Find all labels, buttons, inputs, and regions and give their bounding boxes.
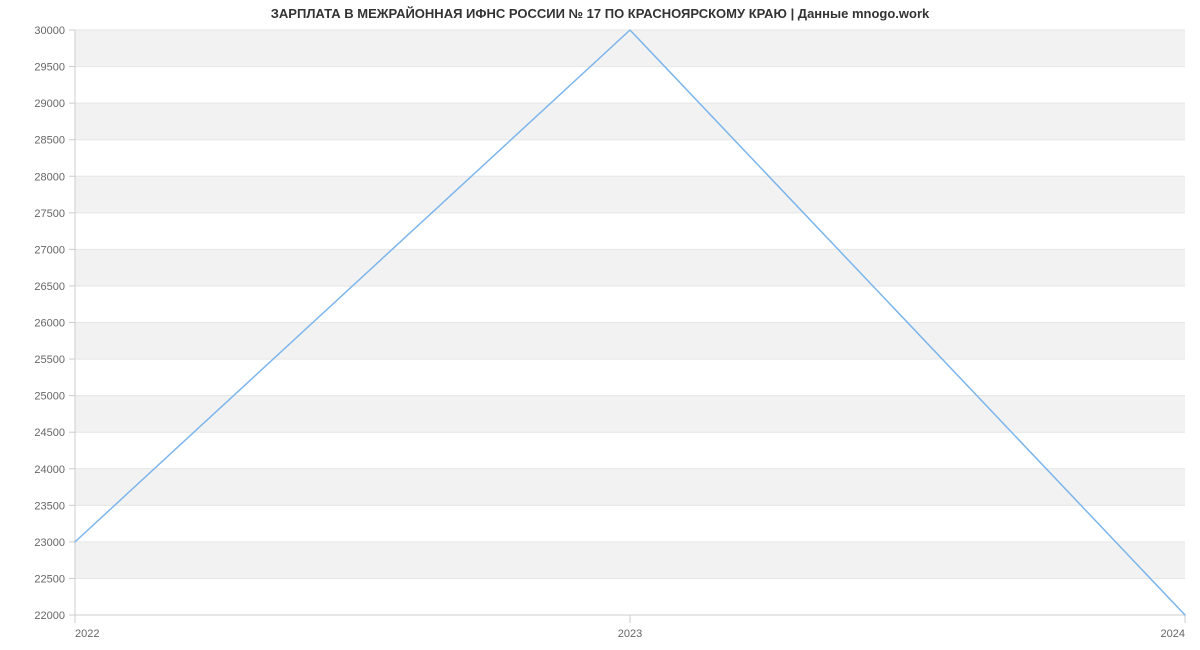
y-tick-label: 28000 — [34, 171, 65, 183]
y-tick-label: 22000 — [34, 610, 65, 622]
y-tick-label: 25000 — [34, 391, 65, 403]
x-tick-label: 2023 — [618, 628, 642, 640]
y-tick-label: 24000 — [34, 464, 65, 476]
x-tick-label: 2022 — [75, 628, 99, 640]
y-tick-label: 23500 — [34, 500, 65, 512]
chart-svg: 22000 22500 23000 23500 24000 24500 25000 25500… — [0, 0, 1200, 650]
y-tick-label: 28500 — [34, 135, 65, 147]
y-tick-label: 22500 — [34, 573, 65, 585]
y-tick-label: 27000 — [34, 244, 65, 256]
y-tick-label: 25500 — [34, 354, 65, 366]
y-tick-label: 24500 — [34, 427, 65, 439]
chart-title: ЗАРПЛАТА В МЕЖРАЙОННАЯ ИФНС РОССИИ № 17 … — [0, 6, 1200, 21]
y-tick-label: 27500 — [34, 208, 65, 220]
y-tick-label: 29500 — [34, 62, 65, 74]
y-tick-label: 26000 — [34, 318, 65, 330]
x-tick-label: 2024 — [1161, 628, 1185, 640]
y-tick-label: 23000 — [34, 537, 65, 549]
salary-line-chart: ЗАРПЛАТА В МЕЖРАЙОННАЯ ИФНС РОССИИ № 17 … — [0, 0, 1200, 650]
y-tick-label: 30000 — [34, 25, 65, 37]
y-tick-label: 26500 — [34, 281, 65, 293]
y-tick-label: 29000 — [34, 98, 65, 110]
